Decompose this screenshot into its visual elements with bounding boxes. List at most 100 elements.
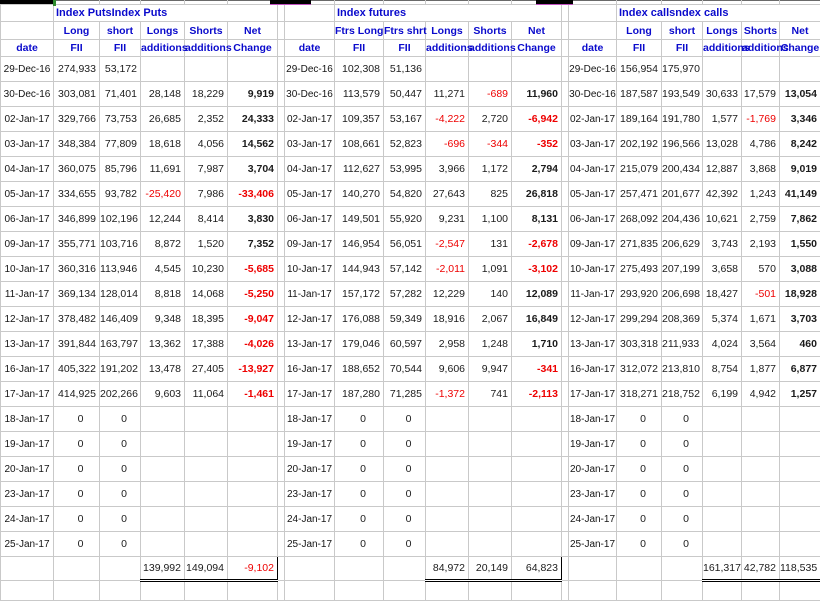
value-cell[interactable]: 70,544 [383, 356, 426, 382]
date-cell[interactable]: 16-Jan-17 [284, 356, 335, 382]
value-cell[interactable]: 0 [383, 431, 426, 457]
date-cell[interactable]: 11-Jan-17 [568, 281, 617, 307]
date-cell[interactable]: 29-Dec-16 [568, 56, 617, 82]
value-cell[interactable]: 18,229 [184, 81, 228, 107]
value-cell[interactable]: 6,199 [702, 381, 742, 407]
value-cell[interactable]: 191,202 [99, 356, 141, 382]
date-cell[interactable]: 12-Jan-17 [0, 306, 54, 332]
total-cell[interactable]: 84,972 [425, 556, 469, 582]
empty-cell[interactable] [616, 580, 662, 601]
date-cell[interactable]: 02-Jan-17 [568, 106, 617, 132]
date-cell[interactable]: 17-Jan-17 [568, 381, 617, 407]
value-cell[interactable]: 0 [334, 456, 384, 482]
value-cell[interactable]: 3,830 [227, 206, 278, 232]
empty-cell[interactable] [661, 580, 703, 601]
date-cell[interactable]: 04-Jan-17 [0, 156, 54, 182]
value-cell[interactable]: 2,958 [425, 331, 469, 357]
separator-cell[interactable] [277, 81, 285, 107]
header-cell-index-calls[interactable]: additions [741, 39, 789, 57]
value-cell[interactable] [425, 531, 469, 557]
date-cell[interactable]: 02-Jan-17 [284, 106, 335, 132]
date-cell[interactable]: 04-Jan-17 [284, 156, 335, 182]
separator-cell[interactable] [561, 431, 569, 457]
value-cell[interactable] [468, 56, 512, 82]
separator-cell[interactable] [277, 306, 285, 332]
empty-cell[interactable] [568, 580, 617, 601]
value-cell[interactable]: 18,395 [184, 306, 228, 332]
value-cell[interactable]: 460 [779, 331, 820, 357]
value-cell[interactable]: 187,587 [616, 81, 662, 107]
value-cell[interactable]: 1,577 [702, 106, 742, 132]
value-cell[interactable]: 0 [53, 406, 100, 432]
value-cell[interactable]: 0 [616, 531, 662, 557]
value-cell[interactable]: 0 [616, 456, 662, 482]
date-cell[interactable]: 20-Jan-17 [568, 456, 617, 482]
value-cell[interactable]: 85,796 [99, 156, 141, 182]
value-cell[interactable]: 218,752 [661, 381, 703, 407]
value-cell[interactable]: 3,564 [741, 331, 780, 357]
separator-cell[interactable] [277, 506, 285, 532]
header-cell-index-futures[interactable]: additions [468, 39, 516, 57]
empty-cell[interactable] [277, 580, 285, 601]
value-cell[interactable]: 112,627 [334, 156, 384, 182]
value-cell[interactable]: 346,899 [53, 206, 100, 232]
value-cell[interactable]: 41,149 [779, 181, 820, 207]
date-cell[interactable]: 12-Jan-17 [568, 306, 617, 332]
value-cell[interactable] [227, 531, 278, 557]
value-cell[interactable]: 369,134 [53, 281, 100, 307]
value-cell[interactable]: 11,064 [184, 381, 228, 407]
value-cell[interactable]: 1,257 [779, 381, 820, 407]
date-cell[interactable]: 03-Jan-17 [0, 131, 54, 157]
value-cell[interactable]: 3,088 [779, 256, 820, 282]
value-cell[interactable] [702, 431, 742, 457]
value-cell[interactable]: 0 [383, 481, 426, 507]
value-cell[interactable]: 50,447 [383, 81, 426, 107]
separator-cell[interactable] [561, 456, 569, 482]
separator-cell[interactable] [561, 4, 569, 22]
separator-cell[interactable] [561, 181, 569, 207]
value-cell[interactable]: 0 [99, 456, 141, 482]
value-cell[interactable] [425, 56, 469, 82]
value-cell[interactable]: 17,579 [741, 81, 780, 107]
value-cell[interactable]: 11,271 [425, 81, 469, 107]
value-cell[interactable]: 0 [53, 506, 100, 532]
value-cell[interactable] [425, 481, 469, 507]
value-cell[interactable]: 7,986 [184, 181, 228, 207]
blank-cell[interactable] [284, 4, 335, 22]
value-cell[interactable] [779, 481, 820, 507]
value-cell[interactable]: 146,409 [99, 306, 141, 332]
value-cell[interactable]: 348,384 [53, 131, 100, 157]
value-cell[interactable]: 26,818 [511, 181, 562, 207]
date-cell[interactable]: 02-Jan-17 [0, 106, 54, 132]
date-cell[interactable]: 18-Jan-17 [0, 406, 54, 432]
date-cell[interactable]: 20-Jan-17 [0, 456, 54, 482]
separator-cell[interactable] [561, 131, 569, 157]
value-cell[interactable]: 3,704 [227, 156, 278, 182]
separator-cell[interactable] [277, 206, 285, 232]
value-cell[interactable]: 206,698 [661, 281, 703, 307]
header-cell-index-futures[interactable]: FII [334, 39, 384, 57]
total-cell[interactable]: 161,317 [702, 556, 742, 582]
value-cell[interactable] [468, 506, 512, 532]
value-cell[interactable]: 3,703 [779, 306, 820, 332]
value-cell[interactable]: -696 [425, 131, 469, 157]
value-cell[interactable] [779, 406, 820, 432]
value-cell[interactable]: 0 [99, 531, 141, 557]
empty-cell[interactable] [741, 580, 780, 601]
header-cell-index-calls[interactable]: Longs [702, 21, 742, 40]
value-cell[interactable]: -5,685 [227, 256, 278, 282]
value-cell[interactable]: 202,266 [99, 381, 141, 407]
date-cell[interactable]: 03-Jan-17 [284, 131, 335, 157]
header-cell-index-calls[interactable]: FII [616, 39, 662, 57]
value-cell[interactable]: 207,199 [661, 256, 703, 282]
total-cell[interactable]: 42,782 [741, 556, 780, 582]
value-cell[interactable] [468, 456, 512, 482]
value-cell[interactable]: 8,872 [140, 231, 185, 257]
separator-cell[interactable] [561, 281, 569, 307]
empty-cell[interactable] [425, 580, 469, 601]
value-cell[interactable]: 299,294 [616, 306, 662, 332]
blank-cell[interactable] [334, 556, 384, 581]
value-cell[interactable] [741, 56, 780, 82]
value-cell[interactable]: 202,192 [616, 131, 662, 157]
separator-cell[interactable] [561, 381, 569, 407]
